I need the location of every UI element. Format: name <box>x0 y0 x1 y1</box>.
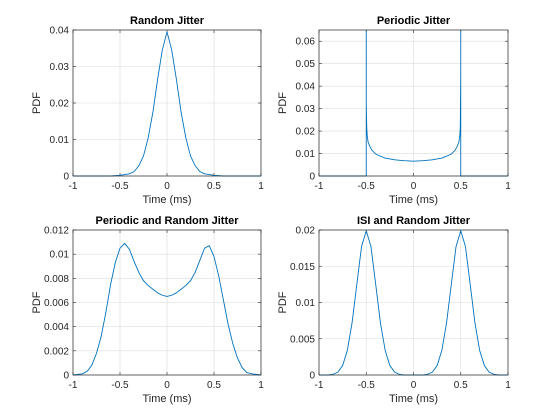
y-tick-label: 0 <box>63 172 69 183</box>
y-tick-label: 0.006 <box>44 298 69 309</box>
y-tick-label: 0 <box>309 172 315 183</box>
y-tick-label: 0.012 <box>44 226 69 237</box>
axes-box <box>72 229 262 376</box>
x-tick-label: 1 <box>258 380 264 391</box>
subplot-title: ISI and Random Jitter <box>357 215 471 227</box>
y-tick-label: 0.01 <box>50 135 70 146</box>
x-tick-label: 0 <box>411 181 417 192</box>
x-tick-label: -1 <box>315 380 324 391</box>
subplot-title: Periodic Jitter <box>377 15 451 27</box>
y-axis-label: PDF <box>277 291 289 313</box>
pdf-curve <box>72 242 262 376</box>
x-tick-label: -0.5 <box>358 181 376 192</box>
x-tick-label: -0.5 <box>111 380 129 391</box>
y-tick-label: 0.01 <box>50 250 70 261</box>
y-tick-label: 0.005 <box>290 334 315 345</box>
x-axis-label: Time (ms) <box>389 393 438 405</box>
x-tick-label: 1 <box>258 181 264 192</box>
y-tick-label: 0.02 <box>50 99 70 110</box>
axes-box <box>318 29 509 177</box>
x-tick-label: -1 <box>69 380 78 391</box>
x-tick-label: 0.5 <box>454 380 468 391</box>
subplot-1: -1 -0.5 0 0.5 1 0 0.01 0.02 0.03 0.04 Random Jitte… <box>31 15 264 206</box>
y-tick-label: 0.04 <box>50 26 70 37</box>
y-tick-label: 0.01 <box>296 298 316 309</box>
x-tick-label: -1 <box>69 181 78 192</box>
axes-box <box>318 229 509 376</box>
x-tick-label: -0.5 <box>358 380 376 391</box>
y-tick-label: 0 <box>63 371 69 382</box>
x-tick-label: 1 <box>505 181 511 192</box>
subplot-4: -1 -0.5 0 0.5 1 0 0.005 0.01 0.015 0.02 ISI and Ra… <box>277 215 511 405</box>
y-tick-label: 0.03 <box>296 104 316 115</box>
x-tick-label: 1 <box>505 380 511 391</box>
subplot-title: Periodic and Random Jitter <box>95 215 239 227</box>
x-tick-label: 0.5 <box>207 380 221 391</box>
x-tick-label: 0 <box>164 380 170 391</box>
x-axis-label: Time (ms) <box>389 194 438 206</box>
y-tick-label: 0.008 <box>44 274 69 285</box>
y-tick-label: 0.004 <box>44 322 69 333</box>
x-tick-label: 0.5 <box>207 181 221 192</box>
y-tick-label: 0.05 <box>296 59 316 70</box>
y-tick-label: 0.02 <box>296 127 316 138</box>
x-tick-label: 0.5 <box>454 181 468 192</box>
y-tick-label: 0.03 <box>50 62 70 73</box>
x-axis-label: Time (ms) <box>142 194 191 206</box>
x-tick-label: 0 <box>164 181 170 192</box>
pdf-curve <box>73 31 261 177</box>
x-axis-label: Time (ms) <box>142 393 191 405</box>
y-tick-label: 0.015 <box>290 262 315 273</box>
y-tick-label: 0.04 <box>296 82 316 93</box>
y-axis-label: PDF <box>31 291 43 313</box>
subplot-3: -1 -0.5 0 0.5 1 0 0.002 0.004 0.006 0.008 0.01 0.01… <box>31 215 264 405</box>
pdf-curve <box>319 29 508 177</box>
y-tick-label: 0.06 <box>296 37 316 48</box>
subplot-title: Random Jitter <box>130 15 205 27</box>
subplot-2: -1 -0.5 0 0.5 1 0 0.01 0.02 0.03 0.04 0.05 0.06 Peri… <box>277 15 511 206</box>
x-tick-label: -0.5 <box>111 181 129 192</box>
y-tick-label: 0.002 <box>44 346 69 357</box>
x-tick-label: 0 <box>411 380 417 391</box>
axes-box <box>72 29 262 177</box>
y-tick-label: 0 <box>309 371 315 382</box>
y-axis-label: PDF <box>31 92 43 114</box>
y-tick-label: 0.01 <box>296 149 316 160</box>
x-tick-label: -1 <box>315 181 324 192</box>
y-tick-label: 0.02 <box>296 226 316 237</box>
y-axis-label: PDF <box>277 92 289 114</box>
